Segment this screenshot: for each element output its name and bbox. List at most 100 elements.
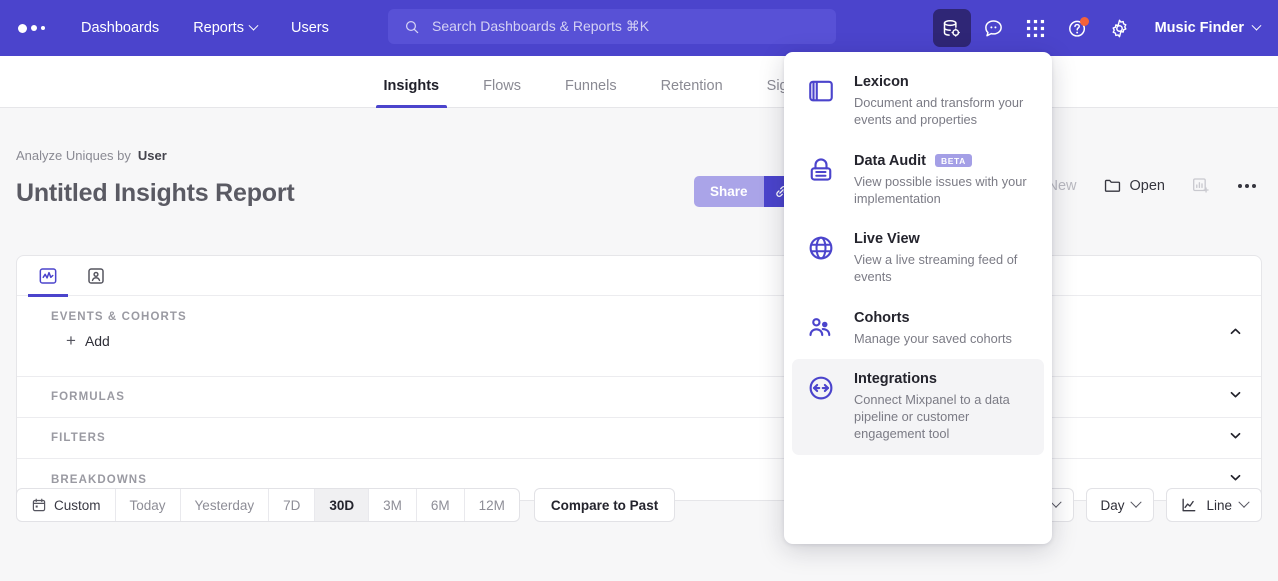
date-range-12m[interactable]: 12M bbox=[465, 489, 519, 521]
section-breakdowns[interactable]: BREAKDOWNS bbox=[17, 459, 1261, 500]
tab-retention-label: Retention bbox=[660, 78, 723, 94]
open-report-button[interactable]: Open bbox=[1103, 176, 1165, 195]
notification-badge-dot bbox=[1079, 17, 1089, 26]
query-view-tabs bbox=[17, 256, 1261, 297]
top-icon-group: Music Finder bbox=[932, 0, 1264, 56]
menu-item-live-view-desc: View a live streaming feed of events bbox=[854, 252, 1018, 285]
menu-item-cohorts[interactable]: Cohorts Manage your saved cohorts bbox=[792, 298, 1044, 359]
events-view-tab[interactable] bbox=[28, 263, 68, 297]
tab-insights-label: Insights bbox=[383, 78, 440, 94]
date-range-12m-label: 12M bbox=[478, 497, 505, 513]
report-type-tabs: Insights Flows Funnels Retention Signal … bbox=[0, 56, 1278, 108]
menu-item-data-audit-text: Data Audit BETA View possible issues wit… bbox=[854, 153, 1030, 208]
menu-item-live-view[interactable]: Live View View a live streaming feed of … bbox=[792, 219, 1044, 298]
live-view-icon-wrap bbox=[806, 231, 838, 286]
folder-icon bbox=[1104, 179, 1120, 192]
data-management-dropdown-menu: Lexicon Document and transform your even… bbox=[784, 52, 1052, 544]
page-body: Analyze Uniques by User Untitled Insight… bbox=[0, 108, 1278, 581]
date-range-today[interactable]: Today bbox=[116, 489, 181, 521]
chart-type-selector[interactable]: Line bbox=[1166, 488, 1262, 522]
date-range-30d[interactable]: 30D bbox=[315, 489, 370, 521]
menu-item-lexicon-text: Lexicon Document and transform your even… bbox=[854, 74, 1030, 129]
add-event-label: Add bbox=[84, 332, 110, 349]
menu-item-integrations[interactable]: Integrations Connect Mixpanel to a data … bbox=[792, 358, 1044, 455]
nav-link-reports-label: Reports bbox=[193, 20, 244, 36]
report-header: Analyze Uniques by User Untitled Insight… bbox=[16, 148, 1262, 208]
date-range-yesterday[interactable]: Yesterday bbox=[181, 489, 270, 521]
user-profile-icon bbox=[88, 267, 104, 284]
data-management-icon-button[interactable] bbox=[932, 9, 971, 47]
workspace-name: Music Finder bbox=[1154, 20, 1244, 36]
global-search-input[interactable]: Search Dashboards & Reports ⌘K bbox=[388, 9, 836, 44]
menu-item-lexicon-desc: Document and transform your events and p… bbox=[854, 95, 1024, 128]
nav-link-reports[interactable]: Reports bbox=[185, 14, 265, 42]
data-audit-title-label: Data Audit bbox=[854, 152, 926, 169]
compare-to-past-label: Compare to Past bbox=[550, 497, 659, 513]
workspace-selector[interactable]: Music Finder bbox=[1154, 20, 1262, 36]
new-report-label: New bbox=[1047, 177, 1077, 194]
tab-funnels[interactable]: Funnels bbox=[543, 78, 639, 107]
date-range-yesterday-label: Yesterday bbox=[194, 497, 255, 513]
add-to-dashboard-button[interactable] bbox=[1191, 176, 1210, 195]
tab-retention[interactable]: Retention bbox=[639, 78, 745, 107]
calendar-icon bbox=[32, 498, 46, 512]
section-filters[interactable]: FILTERS bbox=[17, 418, 1261, 459]
share-button-label: Share bbox=[710, 184, 748, 199]
gear-icon-button[interactable] bbox=[1101, 9, 1139, 47]
menu-item-lexicon-title: Lexicon bbox=[854, 74, 909, 90]
tab-funnels-label: Funnels bbox=[564, 78, 617, 94]
query-builder-card: EVENTS & COHORTS + Add FORMULAS FILTERS bbox=[16, 255, 1262, 501]
section-formulas-label: FORMULAS bbox=[51, 391, 125, 403]
expand-breakdowns-button[interactable] bbox=[1228, 470, 1243, 490]
date-range-3m[interactable]: 3M bbox=[369, 489, 417, 521]
more-horizontal-icon bbox=[1238, 183, 1242, 188]
globe-icon bbox=[809, 236, 833, 260]
share-button[interactable]: Share bbox=[694, 176, 764, 207]
menu-item-data-audit-title: Data Audit BETA bbox=[854, 153, 1030, 169]
data-audit-icon-wrap bbox=[806, 153, 838, 208]
nav-link-dashboards[interactable]: Dashboards bbox=[73, 14, 167, 42]
add-event-button[interactable]: + Add bbox=[17, 323, 110, 349]
menu-item-cohorts-text: Cohorts Manage your saved cohorts bbox=[854, 310, 1012, 347]
expand-formulas-button[interactable] bbox=[1228, 387, 1243, 407]
data-audit-lock-icon bbox=[810, 157, 832, 181]
mixpanel-logo[interactable] bbox=[18, 23, 45, 33]
more-options-button[interactable] bbox=[1236, 178, 1258, 194]
expand-filters-button[interactable] bbox=[1228, 428, 1243, 448]
menu-item-cohorts-title: Cohorts bbox=[854, 309, 910, 326]
menu-item-data-audit-desc: View possible issues with your implement… bbox=[854, 173, 1027, 206]
help-circle-icon-button[interactable] bbox=[1059, 9, 1097, 47]
menu-item-data-audit[interactable]: Data Audit BETA View possible issues wit… bbox=[792, 141, 1044, 220]
section-events-cohorts-label: EVENTS & COHORTS bbox=[51, 311, 187, 323]
menu-item-lexicon[interactable]: Lexicon Document and transform your even… bbox=[792, 62, 1044, 141]
date-range-7d[interactable]: 7D bbox=[269, 489, 316, 521]
section-breakdowns-label: BREAKDOWNS bbox=[51, 473, 147, 486]
users-view-tab[interactable] bbox=[82, 263, 110, 289]
chart-toolbar: Custom Today Yesterday 7D 30D 3M 6M 12M … bbox=[16, 484, 1262, 526]
date-range-selector: Custom Today Yesterday 7D 30D 3M 6M 12M bbox=[16, 488, 520, 522]
compare-to-past-button[interactable]: Compare to Past bbox=[533, 488, 676, 522]
date-range-custom-label: Custom bbox=[54, 497, 101, 513]
menu-item-integrations-text: Integrations Connect Mixpanel to a data … bbox=[854, 371, 1030, 443]
page-title[interactable]: Untitled Insights Report bbox=[16, 179, 295, 207]
integrations-arrows-icon bbox=[809, 376, 833, 400]
tab-insights[interactable]: Insights bbox=[362, 78, 462, 108]
tab-flows[interactable]: Flows bbox=[461, 78, 543, 107]
nav-link-users[interactable]: Users bbox=[283, 14, 337, 42]
line-chart-icon bbox=[1182, 498, 1196, 512]
date-range-custom[interactable]: Custom bbox=[17, 489, 116, 521]
new-report-button[interactable]: New bbox=[1048, 178, 1077, 194]
collapse-events-cohorts-button[interactable] bbox=[1228, 324, 1243, 344]
section-formulas[interactable]: FORMULAS bbox=[17, 377, 1261, 418]
top-navigation-bar: Dashboards Reports Users Search Dashboar… bbox=[0, 0, 1278, 56]
interval-selector[interactable]: Day bbox=[1086, 488, 1155, 522]
help-circle-icon bbox=[1069, 20, 1086, 37]
chat-bubble-icon-button[interactable] bbox=[975, 9, 1013, 47]
apps-grid-icon-button[interactable] bbox=[1017, 9, 1055, 47]
date-range-3m-label: 3M bbox=[383, 497, 402, 513]
analyze-unit-value[interactable]: User bbox=[137, 148, 167, 163]
people-icon bbox=[809, 317, 831, 336]
date-range-6m[interactable]: 6M bbox=[417, 489, 465, 521]
beta-badge: BETA bbox=[934, 153, 972, 168]
interval-label: Day bbox=[1100, 497, 1125, 513]
